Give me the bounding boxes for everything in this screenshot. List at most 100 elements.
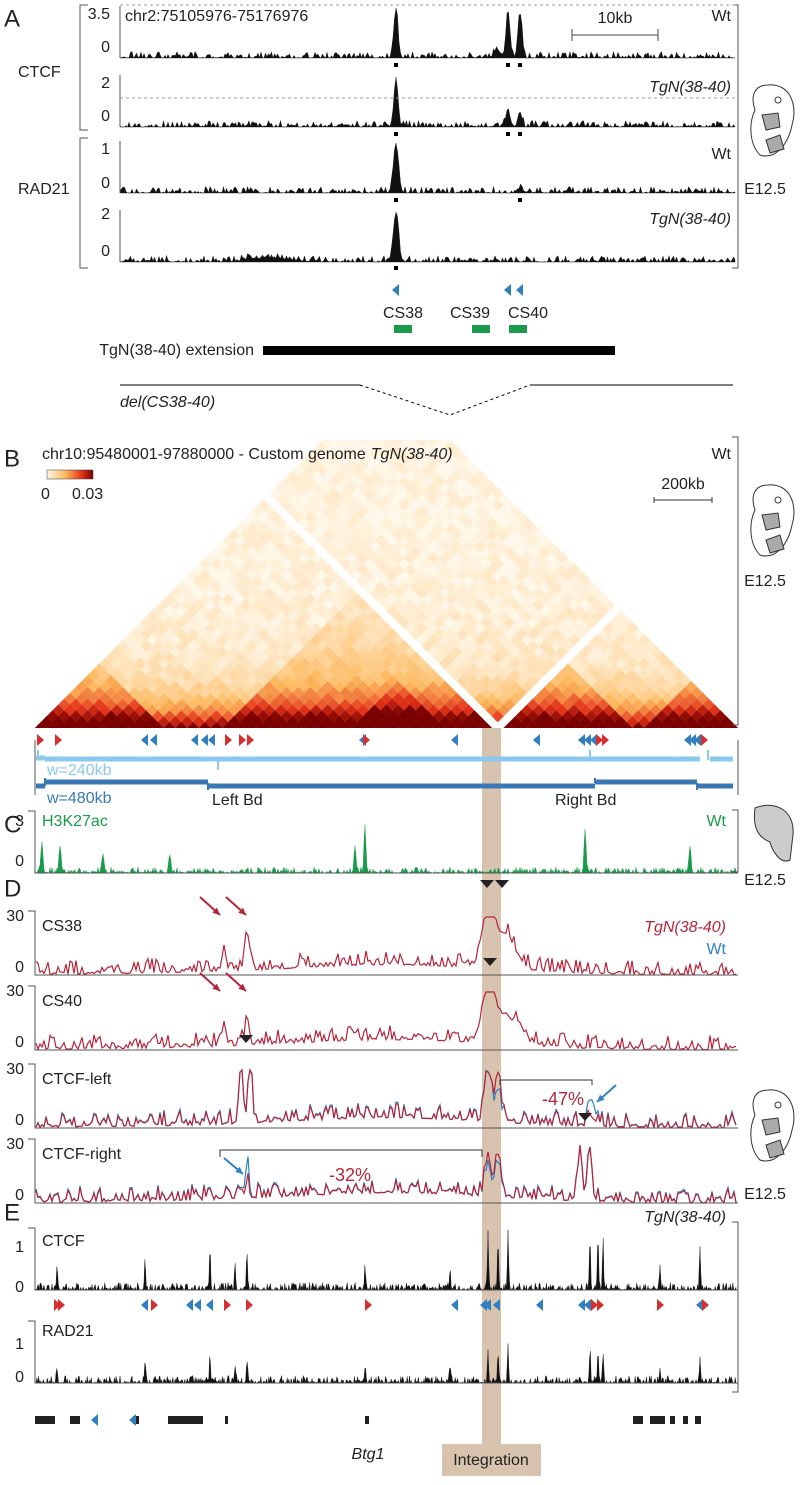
ctcf-motif	[702, 1299, 709, 1311]
hic-cell	[369, 423, 381, 435]
embryo-limb	[761, 512, 781, 531]
site-label: CS39	[450, 305, 490, 322]
signal	[119, 7, 735, 59]
deletion-gap	[359, 384, 531, 416]
boundary-label: Left Bd	[212, 792, 263, 809]
ctcf-motif	[584, 734, 591, 746]
tick-label: 2	[101, 206, 110, 223]
hic-cell	[480, 721, 493, 728]
group-label: RAD21	[18, 181, 70, 198]
peak-call	[518, 132, 522, 136]
condition: TgN(38-40)	[649, 79, 731, 96]
hic-cell	[391, 440, 394, 442]
peak-call	[394, 132, 398, 136]
ctcf-motif	[141, 1299, 148, 1311]
arrow-head	[238, 907, 246, 915]
ctcf-motif	[129, 1414, 136, 1426]
gene	[35, 1416, 55, 1424]
track-label: CTCF-left	[42, 1071, 112, 1088]
comparison-bracket	[219, 1149, 483, 1157]
hic-cell	[334, 423, 346, 435]
hic-cell	[356, 440, 359, 442]
viewpoint	[480, 880, 494, 888]
tick-label: 1	[101, 141, 110, 158]
tick-label: 30	[6, 908, 24, 925]
hic-map	[35, 423, 738, 728]
ctcf-motif	[365, 1299, 372, 1311]
tracks	[28, 6, 795, 1426]
hic-cell	[720, 716, 733, 728]
gene	[695, 1416, 701, 1424]
embryo-limb	[761, 1117, 781, 1136]
tick-label: 0	[15, 1187, 24, 1204]
tick-label: 0	[101, 39, 110, 56]
bracket	[732, 1221, 739, 1393]
annotation: -32%	[329, 1165, 371, 1185]
condition: TgN(38-40)	[644, 1209, 726, 1226]
embryo-limb	[765, 1139, 785, 1159]
integration-band	[482, 728, 501, 1445]
mark-label: H3K27ac	[42, 813, 108, 830]
hic-cell	[474, 716, 487, 728]
annotation: -47%	[542, 1089, 584, 1109]
gene	[633, 1416, 643, 1424]
gene	[225, 1416, 228, 1424]
gene	[670, 1416, 675, 1424]
tick-label: 0	[15, 1279, 24, 1296]
track-label: CTCF	[42, 1233, 85, 1250]
ctcf-motif	[684, 734, 691, 746]
site-label: CS38	[383, 305, 423, 322]
condition: TgN(38-40)	[649, 211, 731, 228]
window-label: w=480kb	[46, 790, 112, 807]
gene	[70, 1416, 80, 1424]
scale-bar	[653, 497, 713, 503]
ctcf-motif	[696, 1299, 703, 1311]
embryo-limb	[765, 534, 785, 554]
tick-label: 3	[15, 813, 24, 830]
signal	[35, 1229, 737, 1291]
condition: Wt	[706, 813, 726, 830]
bracket	[79, 4, 739, 269]
integration-label: Integration	[453, 1452, 529, 1469]
bracket	[732, 809, 739, 873]
ctcf-motif	[451, 1299, 458, 1311]
tick-label: 0	[101, 108, 110, 125]
arrow-head	[212, 907, 220, 915]
boundary-track-240	[36, 755, 733, 762]
panel-letter: C	[4, 811, 21, 838]
ctcf-motif	[451, 734, 458, 746]
tick-label: 2	[101, 75, 110, 92]
embryo-limb	[765, 134, 785, 154]
peak-call	[518, 63, 522, 67]
ctcf-motif	[37, 734, 44, 746]
boundary-track-480	[36, 779, 733, 789]
signal	[119, 142, 736, 194]
tick-label: 0	[101, 175, 110, 192]
hic-cell	[345, 423, 357, 435]
ctcf-motif	[694, 734, 701, 746]
hic-cell	[416, 423, 428, 435]
track-axis	[28, 810, 738, 874]
panel-letter: A	[4, 5, 20, 32]
ctcf-motif	[58, 1299, 65, 1311]
panel-letter: D	[4, 875, 21, 902]
gene	[683, 1416, 688, 1424]
embryo-eye	[774, 1101, 782, 1109]
embryo-eye	[774, 96, 782, 104]
hic-cell	[402, 440, 406, 442]
track-label: CS38	[42, 918, 82, 935]
boundary-step	[37, 750, 709, 770]
ctcf-motif	[584, 1299, 591, 1311]
hic-cell	[426, 440, 429, 442]
region: chr10:95480001-97880000 - Custom genome T…	[42, 446, 453, 463]
region: chr2:75105976-75176976	[125, 8, 308, 25]
peak-call	[394, 266, 398, 270]
signal	[35, 991, 737, 1051]
signal	[119, 211, 736, 263]
tick-label: 0	[15, 1034, 24, 1051]
arrow-head	[212, 983, 220, 991]
comparison-bracket	[499, 1079, 593, 1085]
viewpoint	[495, 880, 509, 888]
hic-cell	[357, 423, 369, 435]
arrow-head	[238, 983, 246, 991]
